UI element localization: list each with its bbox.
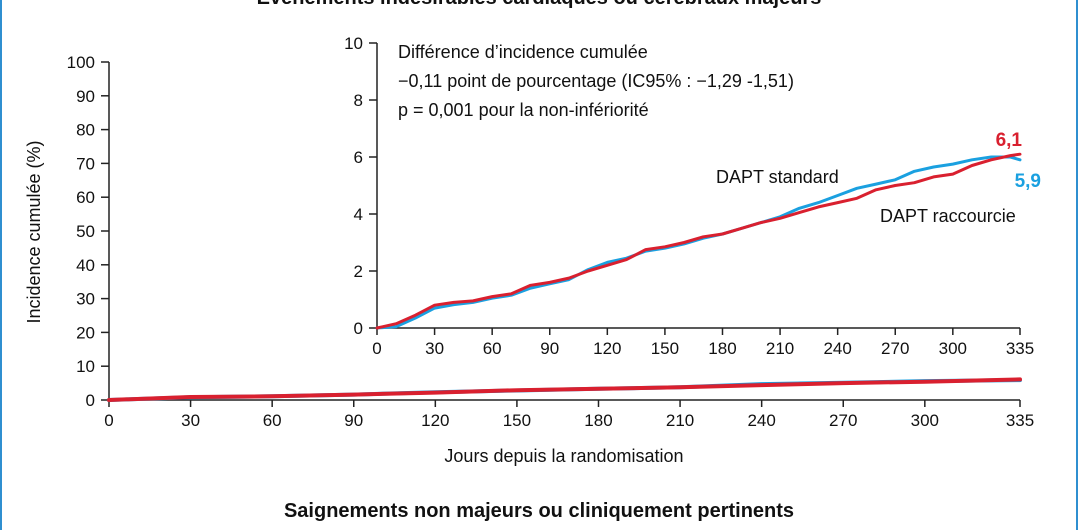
end-label-red: 6,1 [996,130,1023,151]
main-y-tick-label: 0 [86,391,95,410]
main-x-tick-label: 335 [1006,411,1034,430]
main-y-tick-label: 100 [67,53,95,72]
inset-background [327,31,1030,371]
main-y-tick-label: 30 [76,290,95,309]
inset-y-tick-label: 4 [354,205,363,224]
main-y-tick-label: 50 [76,222,95,241]
main-y-tick-label: 10 [76,357,95,376]
inset-x-tick-label: 150 [651,339,679,358]
main-x-tick-label: 270 [829,411,857,430]
main-y-tick-label: 80 [76,121,95,140]
inset-y-tick-label: 10 [344,34,363,53]
main-x-tick-label: 150 [503,411,531,430]
main-y-tick-label: 60 [76,188,95,207]
inset-y-tick-label: 0 [354,319,363,338]
inset-annotation-line: p = 0,001 pour la non-infériorité [398,100,649,120]
inset-y-tick-label: 2 [354,262,363,281]
main-y-tick-label: 20 [76,323,95,342]
x-axis-title: Jours depuis la randomisation [444,446,683,466]
series-label-dapt-raccourcie: DAPT raccourcie [880,206,1016,226]
main-y-tick-label: 90 [76,87,95,106]
main-y-tick-label: 70 [76,154,95,173]
main-series-line-dapt-raccourcie [107,377,1022,402]
inset-x-tick-label: 210 [766,339,794,358]
inset-x-tick-label: 180 [708,339,736,358]
inset-x-tick-label: 120 [593,339,621,358]
inset-y-tick-label: 6 [354,148,363,167]
inset-x-tick-label: 90 [540,339,559,358]
inset-x-tick-label: 240 [823,339,851,358]
main-x-tick-label: 240 [747,411,775,430]
inset-y-tick-label: 8 [354,91,363,110]
main-x-tick-label: 300 [911,411,939,430]
y-axis-title: Incidence cumulée (%) [24,140,44,323]
end-label-blue: 5,9 [1015,171,1041,192]
inset-x-tick-label: 30 [425,339,444,358]
inset-annotation-line: −0,11 point de pourcentage (IC95% : −1,2… [398,71,794,91]
main-x-tick-label: 210 [666,411,694,430]
main-x-tick-label: 120 [421,411,449,430]
main-x-tick-label: 90 [344,411,363,430]
main-x-tick-label: 180 [584,411,612,430]
main-y-tick-label: 40 [76,256,95,275]
main-x-tick-label: 0 [104,411,113,430]
chart-title: Événements indésirables cardiaques ou cé… [0,0,1078,10]
inset-x-tick-label: 0 [372,339,381,358]
inset-annotation-line: Différence d’incidence cumulée [398,42,648,62]
inset-x-tick-label: 60 [483,339,502,358]
main-x-tick-label: 60 [263,411,282,430]
main-x-tick-label: 30 [181,411,200,430]
series-label-dapt-standard: DAPT standard [716,167,839,187]
inset-x-tick-label: 270 [881,339,909,358]
inset-x-tick-label: 335 [1006,339,1034,358]
inset-series-line-dapt-raccourcie [375,152,1022,330]
inset-x-tick-label: 300 [939,339,967,358]
